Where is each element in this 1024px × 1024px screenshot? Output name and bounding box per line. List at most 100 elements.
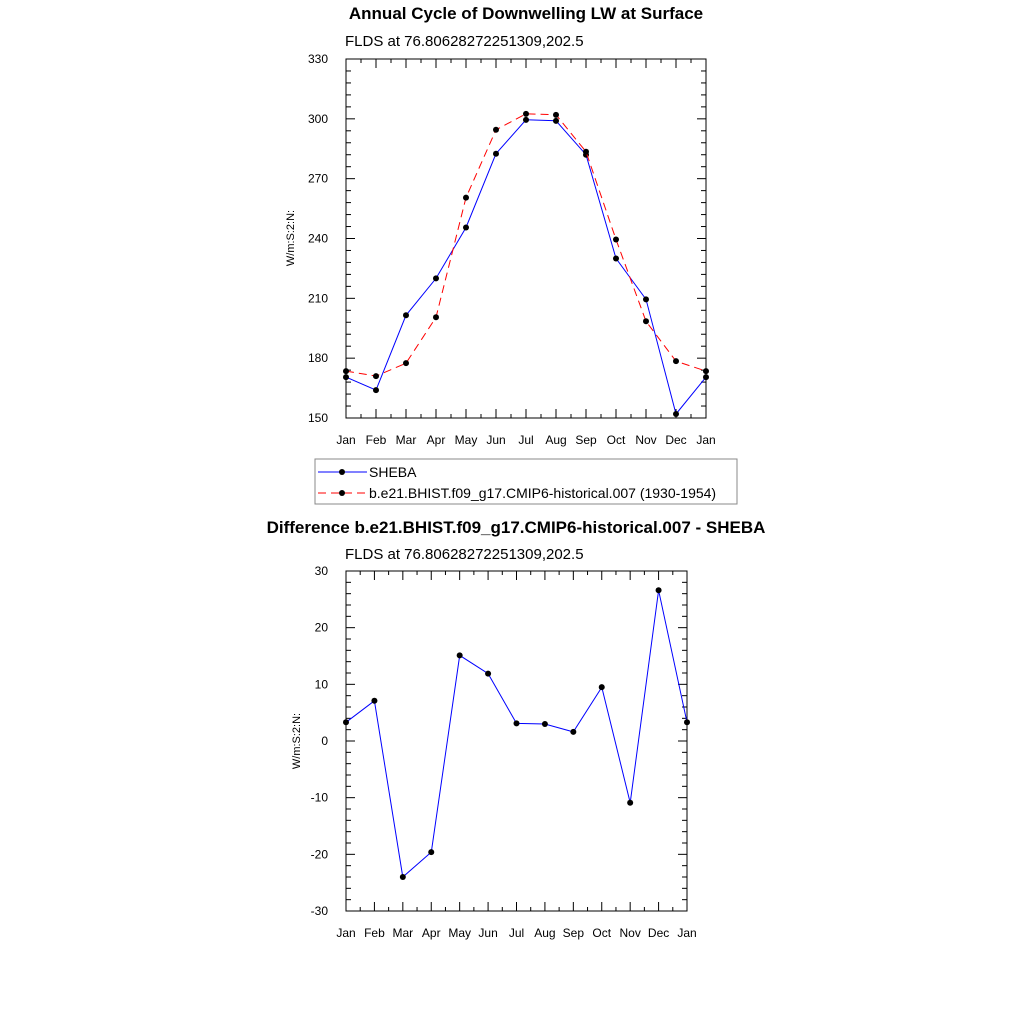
chart-title: Difference b.e21.BHIST.f09_g17.CMIP6-his… xyxy=(267,518,766,537)
y-tick-label: 240 xyxy=(308,232,328,246)
chart-subtitle: FLDS at 76.80628272251309,202.5 xyxy=(345,33,584,50)
x-tick-label: Jan xyxy=(336,926,355,940)
data-point xyxy=(673,358,679,365)
data-point xyxy=(513,720,520,727)
difference-chart: Difference b.e21.BHIST.f09_g17.CMIP6-his… xyxy=(267,518,766,940)
legend-marker-sheba xyxy=(339,469,345,475)
x-tick-label: Sep xyxy=(575,433,597,447)
x-tick-label: Dec xyxy=(648,926,669,940)
data-point xyxy=(627,799,634,806)
data-point xyxy=(403,360,409,367)
x-tick-label: Sep xyxy=(563,926,585,940)
x-tick-label: Jan xyxy=(677,926,696,940)
x-tick-label: Feb xyxy=(364,926,385,940)
data-point xyxy=(373,373,379,380)
series-line-0 xyxy=(345,590,688,878)
data-point xyxy=(570,728,577,735)
data-point xyxy=(655,587,662,594)
data-point xyxy=(703,368,709,375)
x-tick-label: May xyxy=(455,433,478,447)
data-point xyxy=(373,387,379,394)
data-point xyxy=(343,368,349,375)
data-point xyxy=(433,314,439,321)
x-tick-label: Jun xyxy=(478,926,497,940)
tick-labels: Jan Feb Mar Apr May Jun Jul Aug Sep Oct Nov Dec Jan-… xyxy=(311,564,697,940)
plot-frame xyxy=(345,570,688,912)
y-axis-label: W/m:S:2:N: xyxy=(285,210,297,266)
data-point xyxy=(684,719,690,726)
legend-label-sheba: SHEBA xyxy=(369,464,417,480)
x-tick-label: Mar xyxy=(396,433,417,447)
y-tick-label: 210 xyxy=(308,291,328,305)
y-tick-label: 10 xyxy=(315,677,329,691)
x-tick-label: Aug xyxy=(534,926,555,940)
y-tick-label: 270 xyxy=(308,172,328,186)
x-tick-label: Apr xyxy=(427,433,446,447)
tick-labels: Jan Feb Mar Apr May Jun Jul Aug Sep Oct Nov Dec Jan 1… xyxy=(308,52,716,447)
x-tick-label: Mar xyxy=(392,926,413,940)
x-tick-label: Dec xyxy=(665,433,686,447)
x-tick-label: Oct xyxy=(607,433,626,447)
legend-marker-model xyxy=(339,490,345,496)
data-point xyxy=(703,374,709,381)
y-axis-label: W/m:S:2:N: xyxy=(291,713,303,769)
x-tick-label: Feb xyxy=(366,433,387,447)
x-tick-label: Jan xyxy=(336,433,355,447)
data-point xyxy=(403,312,409,319)
data-point xyxy=(485,670,492,677)
data-point xyxy=(343,719,349,726)
data-point xyxy=(456,652,463,659)
x-tick-label: Nov xyxy=(619,926,640,940)
data-point xyxy=(428,849,435,856)
data-point xyxy=(613,255,619,262)
axis-ticks xyxy=(345,58,707,419)
y-tick-label: 180 xyxy=(308,351,328,365)
y-tick-label: 330 xyxy=(308,52,328,66)
data-point xyxy=(399,874,406,880)
x-tick-label: Apr xyxy=(422,926,441,940)
x-tick-label: Jul xyxy=(518,433,533,447)
legend: SHEBA b.e21.BHIST.f09_g17.CMIP6-historic… xyxy=(314,458,738,505)
data-point xyxy=(553,111,559,118)
data-point xyxy=(371,697,378,704)
x-tick-label: Oct xyxy=(592,926,611,940)
x-tick-label: May xyxy=(448,926,471,940)
data-point xyxy=(583,148,589,155)
y-tick-label: 0 xyxy=(321,734,328,748)
data-point xyxy=(523,110,529,117)
y-tick-label: 300 xyxy=(308,112,328,126)
y-tick-label: -10 xyxy=(311,791,329,805)
x-tick-label: Jan xyxy=(696,433,715,447)
x-tick-label: Aug xyxy=(545,433,566,447)
series-line-0 xyxy=(345,119,707,416)
data-point xyxy=(673,411,679,418)
data-point xyxy=(643,318,649,325)
data-point xyxy=(343,374,349,381)
x-tick-label: Nov xyxy=(635,433,656,447)
data-point xyxy=(523,116,529,123)
data-point xyxy=(433,275,439,282)
data-point xyxy=(463,194,469,201)
series-line-1 xyxy=(345,113,707,377)
chart-title: Annual Cycle of Downwelling LW at Surfac… xyxy=(349,4,703,23)
data-point xyxy=(493,126,499,133)
data-point xyxy=(553,117,559,124)
data-point xyxy=(493,150,499,157)
y-tick-label: -30 xyxy=(311,904,329,918)
data-point xyxy=(643,296,649,303)
y-tick-label: 20 xyxy=(315,621,329,635)
x-tick-label: Jul xyxy=(509,926,524,940)
data-point xyxy=(541,721,548,727)
data-point xyxy=(463,224,469,231)
y-tick-label: 150 xyxy=(308,411,328,425)
series-group xyxy=(343,110,709,418)
chart-subtitle: FLDS at 76.80628272251309,202.5 xyxy=(345,546,584,563)
legend-label-model: b.e21.BHIST.f09_g17.CMIP6-historical.007… xyxy=(369,485,716,501)
legend-box xyxy=(314,458,738,505)
data-point xyxy=(598,684,605,691)
y-tick-label: -20 xyxy=(311,847,329,861)
axis-ticks xyxy=(345,570,688,912)
y-tick-label: 30 xyxy=(315,564,329,578)
data-point xyxy=(613,236,619,243)
